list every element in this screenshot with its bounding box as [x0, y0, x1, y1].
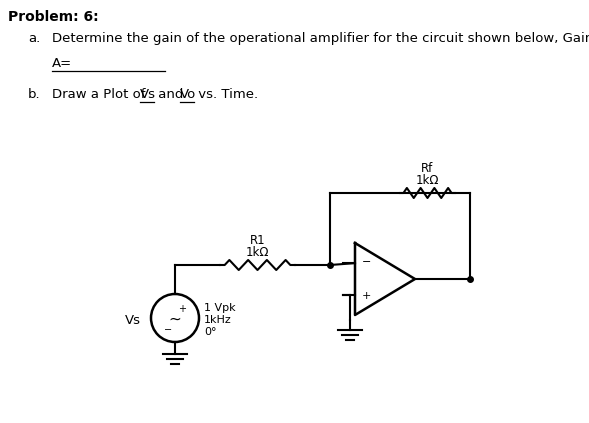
Text: 0°: 0° — [204, 327, 217, 337]
Text: +: + — [178, 304, 186, 314]
Text: 1 Vpk: 1 Vpk — [204, 303, 236, 313]
Text: −: − — [362, 257, 372, 267]
Text: +: + — [362, 291, 372, 301]
Text: b.: b. — [28, 88, 41, 101]
Text: 1kHz: 1kHz — [204, 315, 231, 325]
Text: 1kΩ: 1kΩ — [416, 174, 439, 187]
Text: a.: a. — [28, 32, 40, 45]
Text: 1kΩ: 1kΩ — [246, 246, 269, 259]
Text: Vs: Vs — [125, 313, 141, 327]
Text: Rf: Rf — [421, 162, 434, 175]
Text: Draw a Plot of: Draw a Plot of — [52, 88, 150, 101]
Text: Vs: Vs — [140, 88, 156, 101]
Text: A=: A= — [52, 57, 72, 70]
Text: ~: ~ — [168, 311, 181, 327]
Text: R1: R1 — [250, 234, 265, 247]
Text: vs. Time.: vs. Time. — [194, 88, 258, 101]
Text: Vo: Vo — [180, 88, 196, 101]
Text: Problem: 6:: Problem: 6: — [8, 10, 98, 24]
Text: −: − — [164, 325, 172, 335]
Text: and: and — [154, 88, 188, 101]
Text: Determine the gain of the operational amplifier for the circuit shown below, Gai: Determine the gain of the operational am… — [52, 32, 589, 45]
